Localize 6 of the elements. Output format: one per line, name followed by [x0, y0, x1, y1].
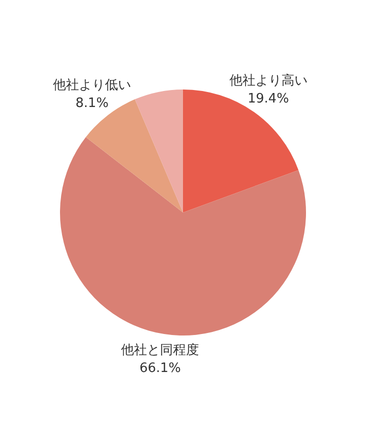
data-label: 66.1% — [139, 361, 181, 376]
data-label: 8.1% — [76, 96, 109, 111]
data-label: 19.4% — [248, 92, 289, 107]
slice-label: 他社より低い — [53, 78, 132, 93]
slice-label: 他社より高い — [229, 72, 308, 89]
slice-label: 他社と同程度 — [121, 342, 200, 358]
